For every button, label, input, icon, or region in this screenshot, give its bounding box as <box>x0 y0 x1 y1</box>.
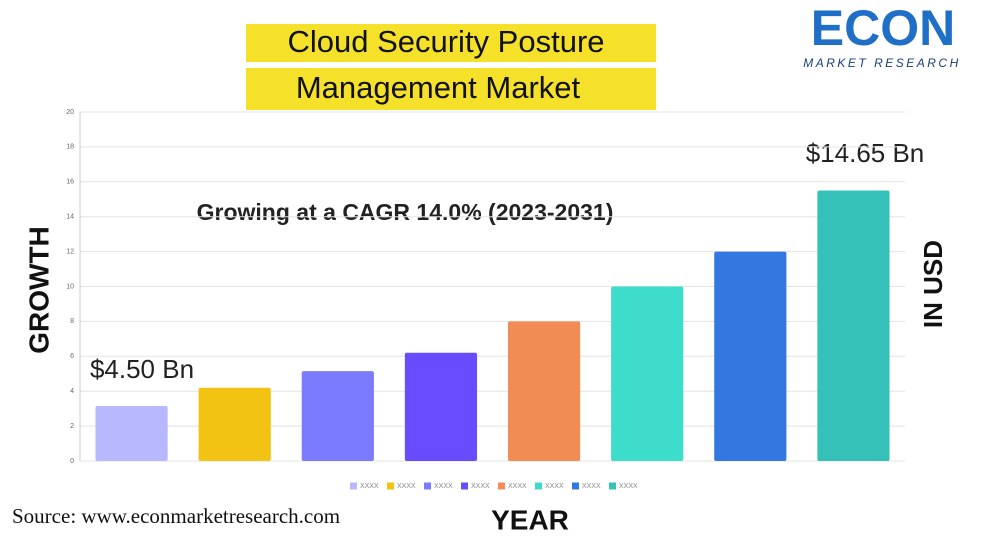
bar <box>611 286 684 461</box>
y-tick-label: 6 <box>70 353 74 360</box>
bar <box>198 387 271 461</box>
y-tick-label: 14 <box>66 214 74 221</box>
annotation: $4.50 Bn <box>90 354 194 384</box>
y2-axis-label: IN USD <box>918 240 948 328</box>
source: Source: www.econmarketresearch.com <box>12 504 340 528</box>
logo: ECON <box>811 0 955 56</box>
y-tick-label: 0 <box>70 458 74 465</box>
bar <box>714 251 787 461</box>
legend-label: XXXX <box>619 483 638 490</box>
title: Management Market <box>296 70 581 105</box>
bar <box>301 371 374 461</box>
y-tick-label: 16 <box>66 179 74 186</box>
legend-label: XXXX <box>545 483 564 490</box>
x-axis-label: YEAR <box>491 504 569 535</box>
legend-label: XXXX <box>434 483 453 490</box>
legend-swatch <box>387 482 394 490</box>
bar <box>95 406 168 461</box>
y-tick-label: 18 <box>66 144 74 151</box>
title: Cloud Security Posture <box>287 24 604 59</box>
legend-label: XXXX <box>397 483 416 490</box>
legend-swatch <box>535 482 542 490</box>
y-axis-label: GROWTH <box>23 226 54 354</box>
legend-swatch <box>424 482 431 490</box>
y-tick-label: 4 <box>70 388 74 395</box>
legend-label: XXXX <box>508 483 527 490</box>
legend-label: XXXX <box>360 483 379 490</box>
legend-swatch <box>350 482 357 490</box>
y-tick-label: 20 <box>66 109 74 116</box>
legend-swatch <box>609 482 616 490</box>
legend-swatch <box>498 482 505 490</box>
legend-label: XXXX <box>582 483 601 490</box>
annotation: $14.65 Bn <box>806 138 925 168</box>
bar <box>817 190 890 461</box>
legend-swatch <box>461 482 468 490</box>
bar <box>507 321 581 461</box>
y-tick-label: 2 <box>70 423 74 430</box>
y-tick-label: 8 <box>70 318 74 325</box>
y-tick-label: 12 <box>66 248 74 255</box>
logo-subtitle: MARKET RESEARCH <box>803 56 961 70</box>
legend-swatch <box>572 482 579 490</box>
bar <box>404 352 478 461</box>
cagr-note: Growing at a CAGR 14.0% (2023-2031) <box>197 199 614 225</box>
y-tick-label: 10 <box>66 283 74 290</box>
legend-label: XXXX <box>471 483 490 490</box>
title-highlight <box>246 68 656 110</box>
title-highlight <box>246 24 656 62</box>
